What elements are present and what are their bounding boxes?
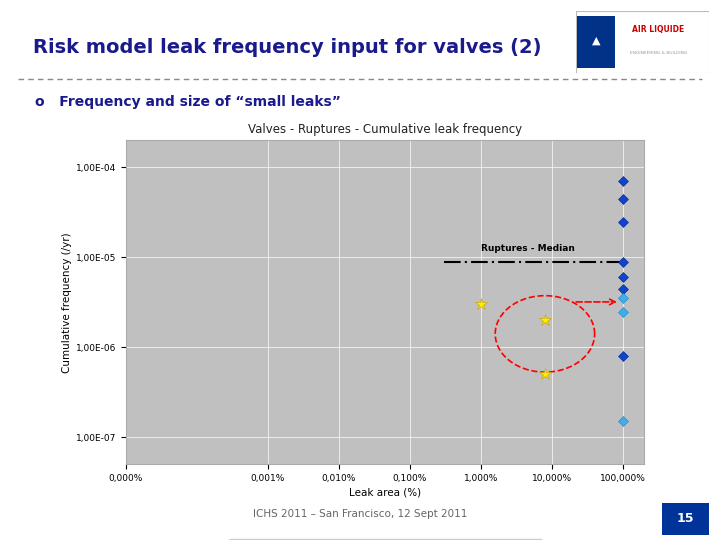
Text: ICHS 2011 – San Francisco, 12 Sept 2011: ICHS 2011 – San Francisco, 12 Sept 2011 <box>253 509 467 519</box>
Title: Valves - Ruptures - Cumulative leak frequency: Valves - Ruptures - Cumulative leak freq… <box>248 124 522 137</box>
Text: o   Frequency and size of “small leaks”: o Frequency and size of “small leaks” <box>35 95 341 109</box>
Bar <box>577 16 615 68</box>
X-axis label: Leak area (%): Leak area (%) <box>349 487 421 497</box>
Text: ENGINEERING & BUILDING: ENGINEERING & BUILDING <box>630 51 687 55</box>
Text: Ruptures - Median: Ruptures - Median <box>481 244 575 253</box>
Text: 15: 15 <box>677 512 695 525</box>
Text: Risk model leak frequency input for valves (2): Risk model leak frequency input for valv… <box>33 38 541 57</box>
Legend: Original Data, SNL collected, Median freq.: Original Data, SNL collected, Median fre… <box>229 539 541 540</box>
Y-axis label: Cumulative frequency (/yr): Cumulative frequency (/yr) <box>62 232 72 373</box>
Text: AIR LIQUIDE: AIR LIQUIDE <box>632 25 685 34</box>
Text: ▲: ▲ <box>592 36 600 45</box>
